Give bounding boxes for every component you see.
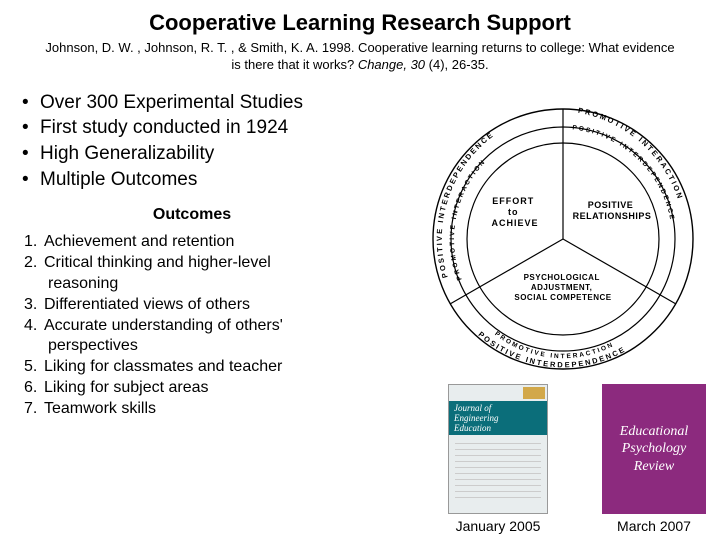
- list-item: •Over 300 Experimental Studies: [22, 90, 402, 116]
- bullet-list: •Over 300 Experimental Studies •First st…: [22, 90, 402, 193]
- slide-title: Cooperative Learning Research Support: [0, 0, 720, 36]
- list-item: 4.Accurate understanding of others': [24, 316, 402, 337]
- jee-cover: Journal of Engineering Education: [448, 384, 548, 514]
- list-item: 3.Differentiated views of others: [24, 295, 402, 316]
- jee-body-lines: [455, 441, 541, 501]
- citation-tail: (4), 26-35.: [425, 57, 489, 72]
- list-item: 5.Liking for classmates and teacher: [24, 357, 402, 378]
- list-item: 6.Liking for subject areas: [24, 378, 402, 399]
- list-item: •First study conducted in 1924: [22, 115, 402, 141]
- list-item-cont: reasoning: [24, 274, 402, 295]
- jee-title: Journal of Engineering Education: [449, 401, 547, 435]
- list-item: 1.Achievement and retention: [24, 232, 402, 253]
- list-item: •Multiple Outcomes: [22, 167, 402, 193]
- epr-cover: Educational Psychology Review: [602, 384, 706, 514]
- cooperative-learning-diagram: POSITIVE INTERDEPENDENCE PROMOTIVE INTER…: [420, 96, 706, 382]
- list-item: •High Generalizability: [22, 141, 402, 167]
- list-item: 7.Teamwork skills: [24, 399, 402, 420]
- citation-italic: Change, 30: [358, 57, 425, 72]
- badge-icon: [523, 387, 545, 399]
- publication-right: Educational Psychology Review March 2007: [602, 384, 706, 534]
- publications-row: Journal of Engineering Education January…: [448, 384, 706, 534]
- pub-right-date: March 2007: [617, 518, 691, 534]
- publication-left: Journal of Engineering Education January…: [448, 384, 548, 534]
- outcomes-list: 1.Achievement and retention 2.Critical t…: [22, 232, 402, 419]
- list-item-cont: perspectives: [24, 336, 402, 357]
- list-item: 2.Critical thinking and higher-level: [24, 253, 402, 274]
- citation: Johnson, D. W. , Johnson, R. T. , & Smit…: [0, 36, 720, 74]
- outcomes-heading: Outcomes: [22, 206, 362, 224]
- pub-left-date: January 2005: [456, 518, 541, 534]
